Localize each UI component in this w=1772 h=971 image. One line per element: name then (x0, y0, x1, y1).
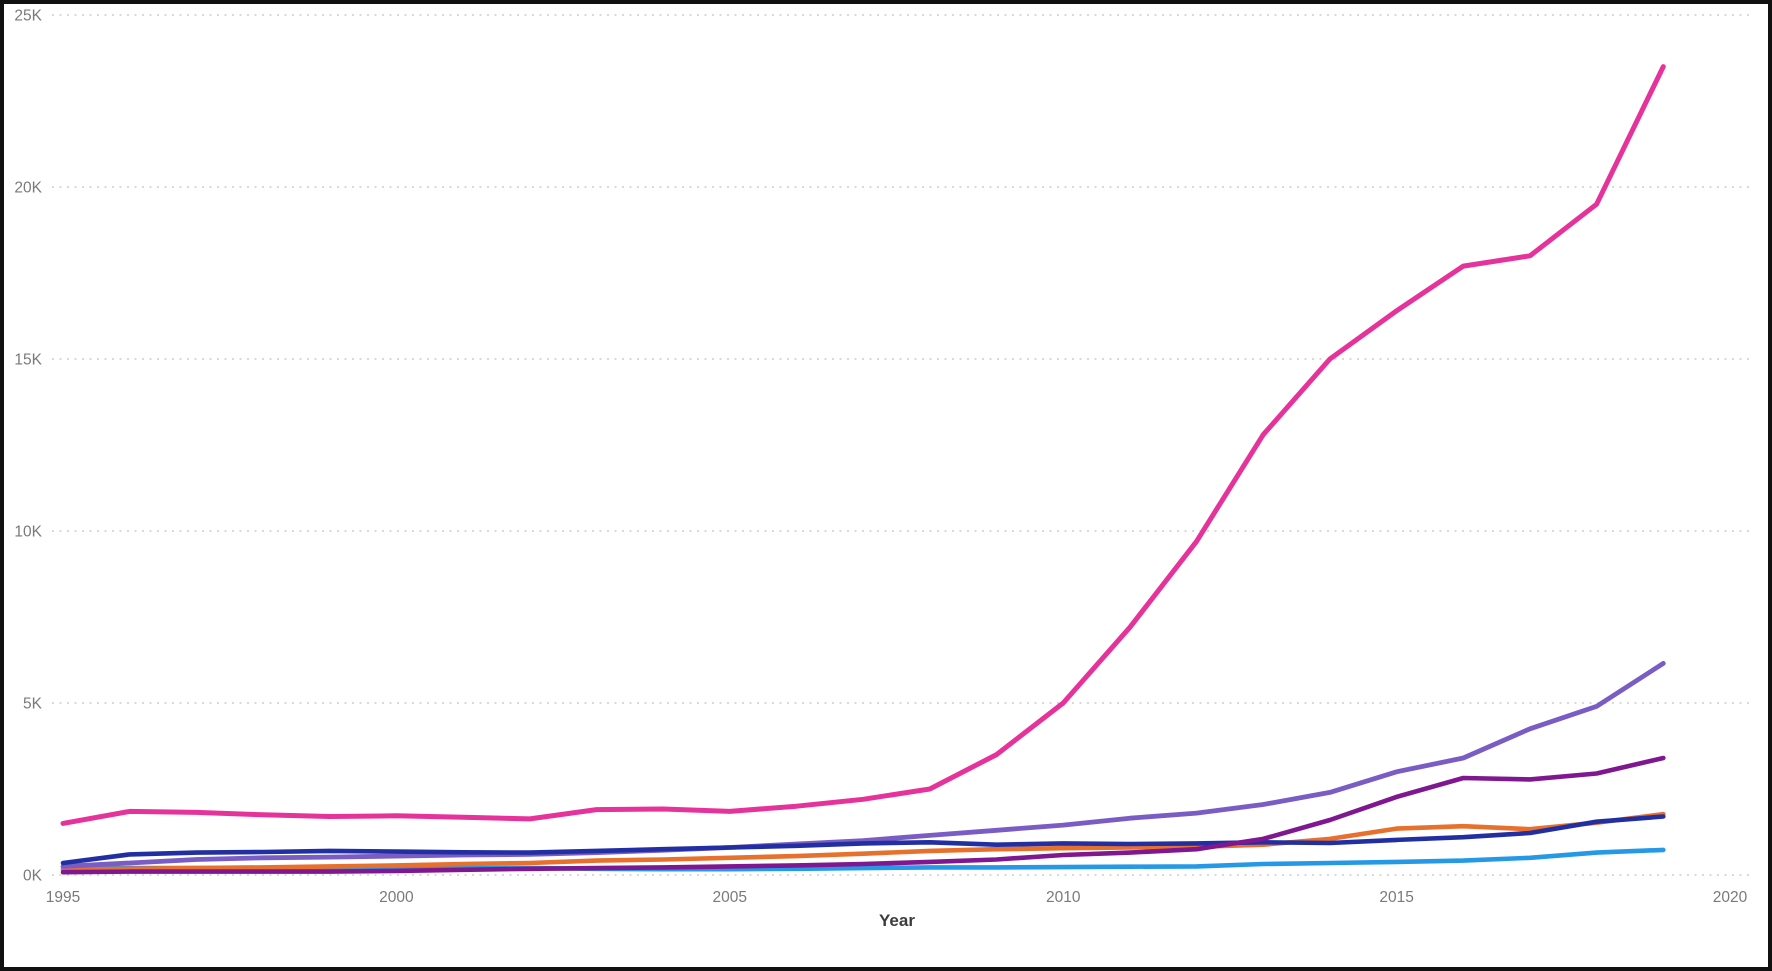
series-dark-purple-line (60, 755, 1666, 875)
y-tick-20K: 20K (14, 180, 42, 197)
series-orange-line (60, 811, 1666, 873)
series-navy-line (60, 814, 1666, 866)
series-lines (60, 64, 1666, 875)
x-tick-1995: 1995 (46, 889, 80, 906)
x-tick-2015: 2015 (1379, 889, 1413, 906)
x-tick-2005: 2005 (713, 889, 747, 906)
x-tick-2020: 2020 (1713, 889, 1748, 906)
gridlines (52, 14, 1754, 876)
y-tick-10K: 10K (14, 524, 42, 541)
series-violet-line (60, 661, 1666, 869)
x-tick-2010: 2010 (1046, 889, 1081, 906)
y-tick-15K: 15K (14, 352, 42, 369)
y-tick-0K: 0K (23, 868, 43, 885)
y-axis-tick-labels: 0K 5K 10K 15K 20K 25K (14, 8, 42, 885)
x-axis-title: Year (879, 911, 915, 930)
x-axis-tick-labels: 1995 2000 2005 2010 2015 2020 (46, 889, 1748, 906)
x-tick-2000: 2000 (379, 889, 414, 906)
y-tick-5K: 5K (23, 696, 43, 713)
line-chart: 0K 5K 10K 15K 20K 25K 1995 2000 2005 2010 2015 202… (14, 8, 1754, 930)
y-tick-25K: 25K (14, 8, 42, 25)
series-pink-line (60, 64, 1666, 826)
